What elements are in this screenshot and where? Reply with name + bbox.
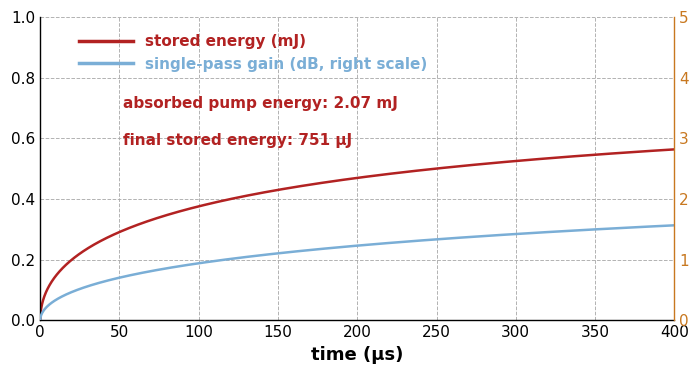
single-pass gain (dB, right scale) [652,224,660,228]
single-pass gain (dB, right scale) [536,230,544,235]
Legend: stored energy (mJ), single-pass gain (dB, right scale): stored energy (mJ), single-pass gain (dB… [74,28,433,78]
single-pass gain (dB, right scale) [652,224,660,228]
stored energy (mJ) [36,318,44,323]
Text: final stored energy: 751 μJ: final stored energy: 751 μJ [122,132,352,147]
stored energy (mJ) [69,257,77,261]
Line: single-pass gain (dB, right scale): single-pass gain (dB, right scale) [40,225,674,321]
Line: stored energy (mJ): stored energy (mJ) [40,149,674,321]
X-axis label: time (μs): time (μs) [311,346,403,364]
stored energy (mJ) [652,148,660,153]
stored energy (mJ) [670,147,678,152]
single-pass gain (dB, right scale) [69,290,77,294]
stored energy (mJ) [328,179,336,184]
stored energy (mJ) [536,157,544,161]
Text: absorbed pump energy: 2.07 mJ: absorbed pump energy: 2.07 mJ [122,96,398,111]
stored energy (mJ) [652,148,660,153]
single-pass gain (dB, right scale) [670,223,678,228]
single-pass gain (dB, right scale) [328,246,336,250]
single-pass gain (dB, right scale) [344,244,353,249]
single-pass gain (dB, right scale) [36,318,44,323]
stored energy (mJ) [344,177,353,182]
